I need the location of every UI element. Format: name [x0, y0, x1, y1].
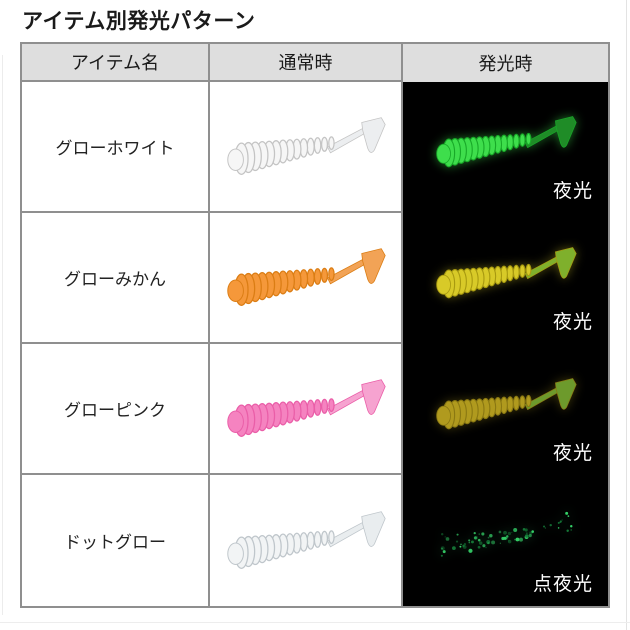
item-name-glow-white: グローホワイト — [22, 82, 210, 213]
glow-lure-cell-dot-glow: 点夜光 — [403, 475, 608, 606]
item-name-glow-pink: グローピンク — [22, 344, 210, 475]
page-title: アイテム別発光パターン — [22, 10, 256, 33]
glow-type-label: 夜光 — [552, 443, 593, 464]
page-edge-line — [0, 622, 630, 623]
lure-glow-image — [435, 116, 577, 168]
glow-lure-cell-glow-white: 夜光 — [403, 82, 608, 213]
lure-glow-image — [435, 378, 577, 430]
glow-lure-cell-glow-pink: 夜光 — [403, 344, 608, 475]
normal-lure-cell-glow-mikan — [210, 213, 403, 344]
lure-glow-image — [435, 247, 577, 299]
item-name-glow-mikan: グローみかん — [22, 213, 210, 344]
column-header-glowing-state: 発光時 — [403, 44, 608, 82]
normal-lure-cell-glow-pink — [210, 344, 403, 475]
lure-normal-image — [226, 510, 386, 569]
lure-glow-image — [440, 511, 572, 557]
page-edge-line — [2, 55, 3, 615]
column-header-normal-state: 通常時 — [210, 44, 403, 82]
column-header-item-name: アイテム名 — [22, 44, 210, 82]
lure-normal-image — [226, 378, 386, 437]
page-edge-line — [626, 0, 627, 630]
normal-lure-cell-glow-white — [210, 82, 403, 213]
glow-type-label: 夜光 — [552, 181, 593, 202]
item-name-dot-glow: ドットグロー — [22, 475, 210, 606]
glow-type-label: 点夜光 — [532, 574, 593, 595]
glow-type-label: 夜光 — [552, 312, 593, 333]
normal-lure-cell-dot-glow — [210, 475, 403, 606]
lure-normal-image — [226, 116, 386, 175]
glow-lure-cell-glow-mikan: 夜光 — [403, 213, 608, 344]
lure-normal-image — [226, 247, 386, 306]
glow-pattern-table: アイテム名 通常時 発光時 グローホワイト 夜光 グローみかん 夜光 グローピン… — [20, 42, 610, 608]
